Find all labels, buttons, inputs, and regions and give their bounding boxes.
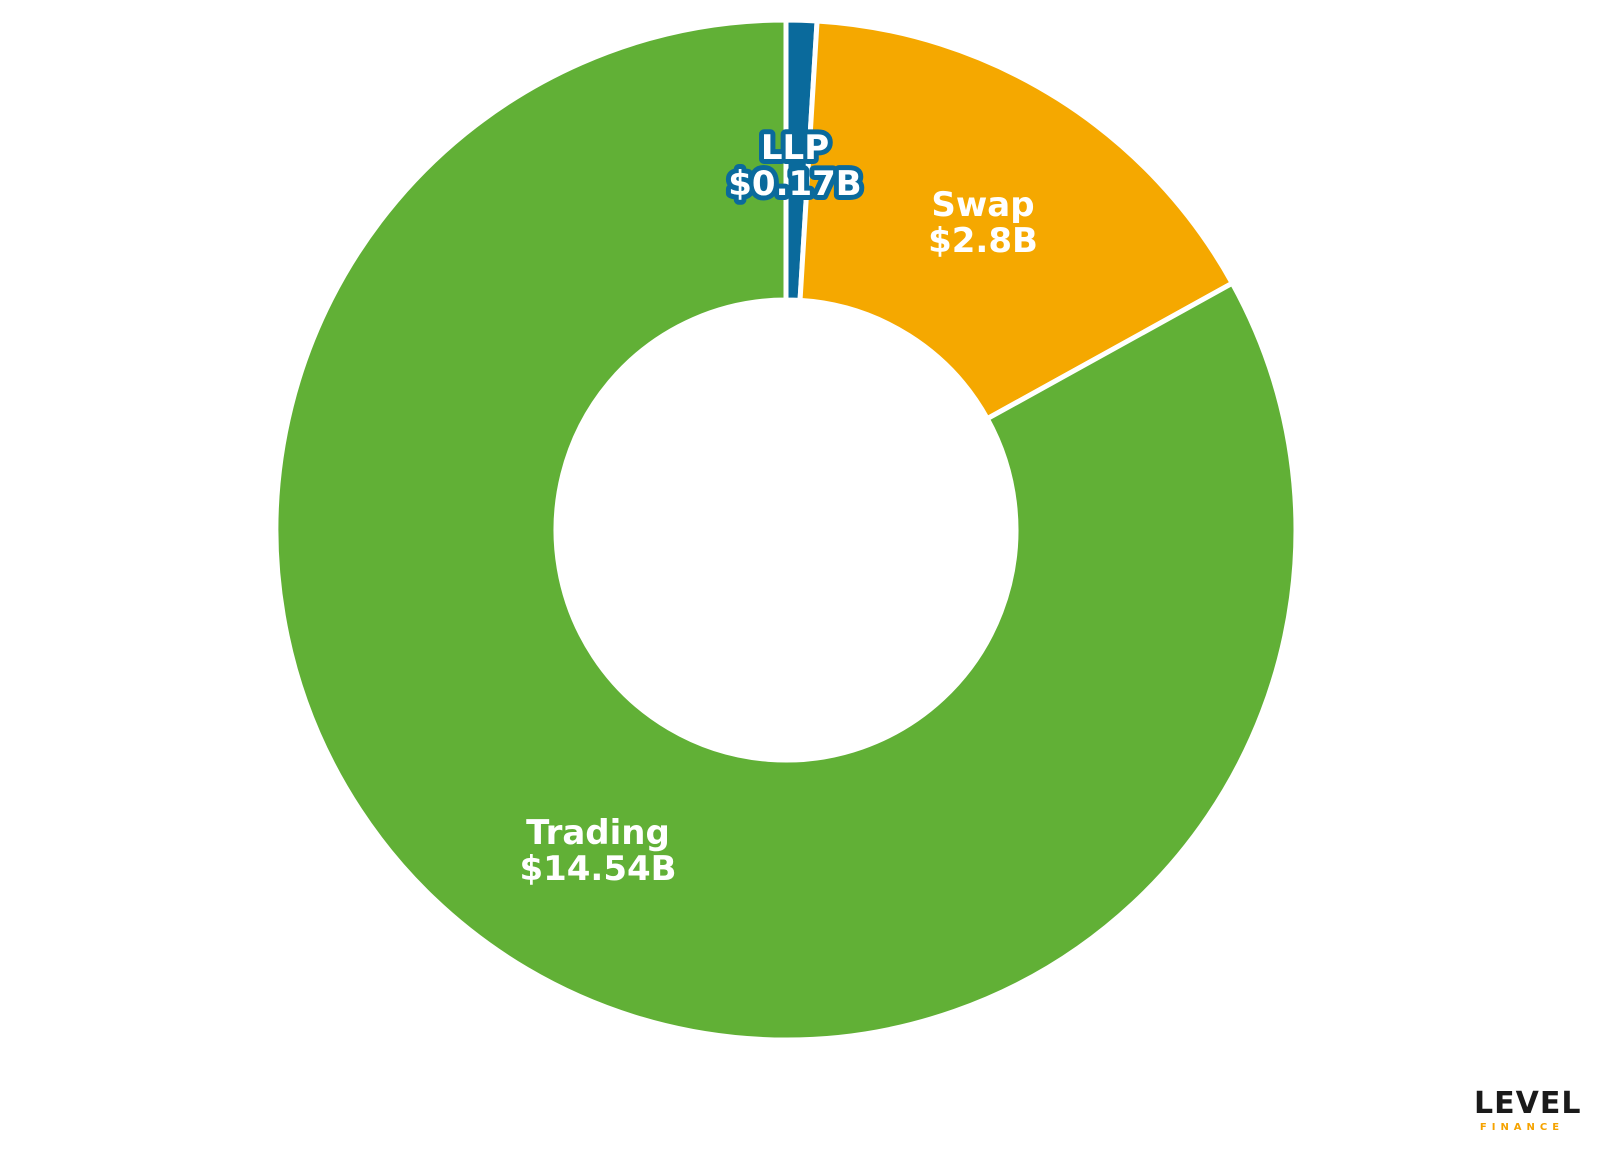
slice-value-label: $0.17B [728, 164, 861, 204]
brand-logo: LEVEL FINANCE [1474, 1086, 1582, 1134]
slice-value-label: $2.8B [928, 221, 1038, 261]
logo-wordmark: LEVEL [1474, 1086, 1582, 1121]
slice-label-trading: Trading$14.54B [519, 813, 676, 889]
slice-swap [797, 18, 1235, 422]
slice-value-label: $14.54B [519, 849, 676, 889]
slice-label-llp: LLP$0.17B [723, 123, 866, 209]
slices-group [273, 17, 1299, 1043]
labels-group: LLP$0.17B Swap$2.8B Trading$14.54B [519, 123, 1038, 889]
logo-subtitle: FINANCE [1479, 1122, 1565, 1133]
slice-name-label: Trading [526, 813, 670, 853]
slice-name-label: LLP [761, 128, 829, 168]
slice-name-label: Swap [931, 185, 1034, 225]
slice-label-swap: Swap$2.8B [928, 185, 1038, 261]
slice-trading [273, 17, 1299, 1043]
